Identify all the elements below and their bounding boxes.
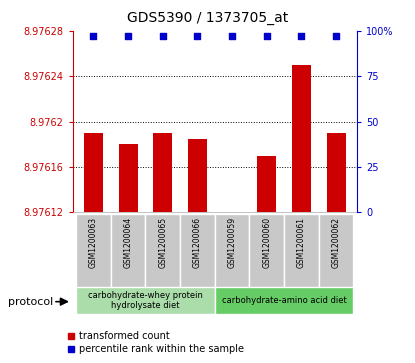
Text: GSM1200059: GSM1200059 (227, 217, 237, 268)
Bar (153, 133, 172, 212)
Text: carbohydrate-amino acid diet: carbohydrate-amino acid diet (222, 296, 347, 305)
Bar (257, 156, 276, 212)
Bar (292, 65, 311, 212)
Bar (188, 139, 207, 212)
Bar (249, 214, 284, 287)
Bar (76, 214, 111, 287)
Bar (145, 214, 180, 287)
Bar (111, 214, 145, 287)
Bar (319, 214, 354, 287)
Text: GSM1200060: GSM1200060 (262, 217, 271, 268)
Point (229, 33, 235, 39)
Bar (180, 214, 215, 287)
Text: GSM1200062: GSM1200062 (332, 217, 341, 268)
Text: protocol: protocol (8, 297, 54, 307)
Bar (215, 287, 354, 314)
Point (264, 33, 270, 39)
Point (333, 33, 339, 39)
Text: GSM1200061: GSM1200061 (297, 217, 306, 268)
Bar (119, 144, 138, 212)
Bar (215, 214, 249, 287)
Bar (284, 214, 319, 287)
Point (125, 33, 132, 39)
Legend: transformed count, percentile rank within the sample: transformed count, percentile rank withi… (63, 327, 247, 358)
Bar (84, 133, 103, 212)
Text: GDS5390 / 1373705_at: GDS5390 / 1373705_at (127, 11, 288, 25)
Point (90, 33, 97, 39)
Text: carbohydrate-whey protein
hydrolysate diet: carbohydrate-whey protein hydrolysate di… (88, 291, 203, 310)
Point (194, 33, 201, 39)
Point (298, 33, 305, 39)
Bar (76, 287, 215, 314)
Text: GSM1200065: GSM1200065 (158, 217, 167, 268)
Bar (327, 133, 346, 212)
Text: GSM1200063: GSM1200063 (89, 217, 98, 268)
Text: GSM1200064: GSM1200064 (124, 217, 133, 268)
Text: GSM1200066: GSM1200066 (193, 217, 202, 268)
Point (159, 33, 166, 39)
